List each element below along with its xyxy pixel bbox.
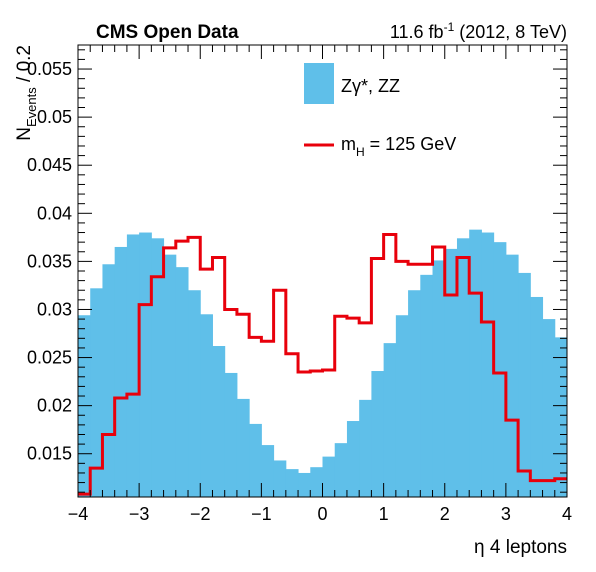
background-bin <box>359 399 372 497</box>
background-bin <box>163 254 177 497</box>
background-bin <box>139 232 152 497</box>
background-bin <box>200 314 213 497</box>
background-bin <box>273 460 287 497</box>
background-bin <box>346 421 360 497</box>
background-bin <box>151 238 165 497</box>
background-bin <box>188 290 201 497</box>
background-bin <box>334 443 348 497</box>
luminosity-label: 11.6 fb-1 (2012, 8 TeV) <box>390 20 567 42</box>
background-bin <box>285 469 299 497</box>
background-bin <box>481 232 495 497</box>
y-tick-label: 0.025 <box>27 348 72 368</box>
background-bin <box>236 398 250 497</box>
background-bin <box>469 229 482 498</box>
background-bin <box>261 445 275 497</box>
y-tick-label: 0.02 <box>37 396 72 416</box>
x-tick-label: 4 <box>562 504 572 524</box>
y-axis-title: NEvents / 0.2 <box>14 45 39 141</box>
legend-label-background: Zγ*, ZZ <box>341 76 400 96</box>
x-axis-title: η 4 leptons <box>474 537 567 558</box>
background-bin <box>420 274 434 497</box>
x-tick-label: −2 <box>190 504 211 524</box>
signal-histogram-line <box>78 232 567 496</box>
x-tick-label: 3 <box>501 504 511 524</box>
y-tick-label: 0.055 <box>27 59 72 79</box>
background-histogram <box>78 229 568 498</box>
y-axis-tick-labels: 0.015 0.02 0.025 0.03 0.035 0.04 0.045 0.05 0.05… <box>27 59 72 464</box>
x-tick-label: 0 <box>317 504 327 524</box>
background-bin <box>371 371 385 497</box>
background-bin <box>90 288 103 497</box>
background-bin <box>456 238 470 497</box>
background-bin <box>444 248 458 497</box>
y-tick-label: 0.04 <box>37 203 72 223</box>
background-bin <box>530 296 544 497</box>
background-bin <box>383 343 397 497</box>
legend-label-signal: mH = 125 GeV <box>341 134 456 159</box>
x-tick-label: 1 <box>379 504 389 524</box>
background-bin <box>114 246 128 497</box>
y-tick-label: 0.035 <box>27 251 72 271</box>
background-bin <box>408 290 421 497</box>
y-tick-label: 0.03 <box>37 299 72 319</box>
background-bin <box>102 264 116 497</box>
experiment-label: CMS Open Data <box>96 22 239 43</box>
x-tick-label: −3 <box>129 504 150 524</box>
x-tick-label: −4 <box>68 504 89 524</box>
background-bin <box>224 372 238 497</box>
background-bin <box>175 267 189 497</box>
background-bin <box>126 234 140 497</box>
background-bin <box>322 456 336 497</box>
x-axis-tick-labels: −4 −3 −2 −1 0 1 2 3 4 <box>68 504 572 524</box>
background-bin <box>310 467 323 497</box>
x-tick-label: 2 <box>440 504 450 524</box>
background-bin <box>298 472 311 497</box>
background-bin <box>395 315 409 497</box>
background-bin <box>505 254 519 497</box>
background-bin <box>249 423 262 497</box>
x-tick-label: −1 <box>251 504 272 524</box>
background-bin <box>542 319 556 497</box>
background-bin <box>493 242 507 497</box>
background-bin <box>212 346 226 497</box>
legend: Zγ*, ZZ mH = 125 GeV <box>304 63 456 159</box>
axis-ticks <box>77 45 568 497</box>
background-bin <box>432 260 446 497</box>
y-tick-label: 0.05 <box>37 107 72 127</box>
y-tick-label: 0.015 <box>27 444 72 464</box>
legend-swatch-background <box>304 63 334 104</box>
y-tick-label: 0.045 <box>27 155 72 175</box>
background-bin <box>518 272 531 497</box>
